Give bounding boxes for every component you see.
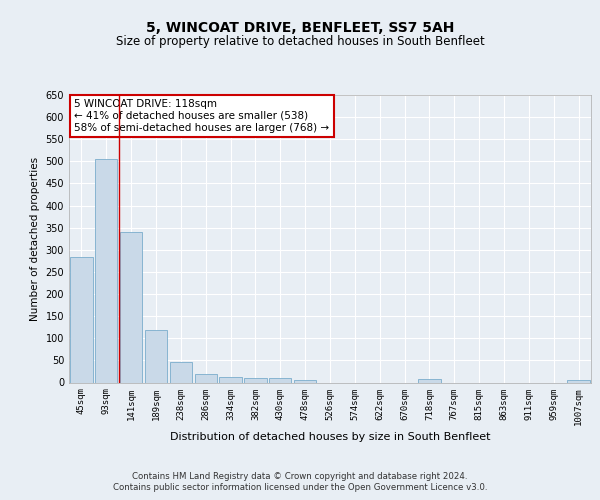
Bar bbox=[145, 330, 167, 382]
Bar bbox=[194, 374, 217, 382]
Bar bbox=[244, 378, 266, 382]
Text: Size of property relative to detached houses in South Benfleet: Size of property relative to detached ho… bbox=[116, 34, 484, 48]
Bar bbox=[95, 159, 118, 382]
X-axis label: Distribution of detached houses by size in South Benfleet: Distribution of detached houses by size … bbox=[170, 432, 490, 442]
Bar bbox=[220, 377, 242, 382]
Text: 5, WINCOAT DRIVE, BENFLEET, SS7 5AH: 5, WINCOAT DRIVE, BENFLEET, SS7 5AH bbox=[146, 20, 454, 34]
Bar bbox=[269, 378, 292, 382]
Text: Contains HM Land Registry data © Crown copyright and database right 2024.
Contai: Contains HM Land Registry data © Crown c… bbox=[113, 472, 487, 492]
Bar bbox=[170, 362, 192, 382]
Bar bbox=[120, 232, 142, 382]
Y-axis label: Number of detached properties: Number of detached properties bbox=[30, 156, 40, 321]
Bar bbox=[568, 380, 590, 382]
Bar bbox=[70, 258, 92, 382]
Bar bbox=[418, 380, 440, 382]
Text: 5 WINCOAT DRIVE: 118sqm
← 41% of detached houses are smaller (538)
58% of semi-d: 5 WINCOAT DRIVE: 118sqm ← 41% of detache… bbox=[74, 100, 329, 132]
Bar bbox=[294, 380, 316, 382]
